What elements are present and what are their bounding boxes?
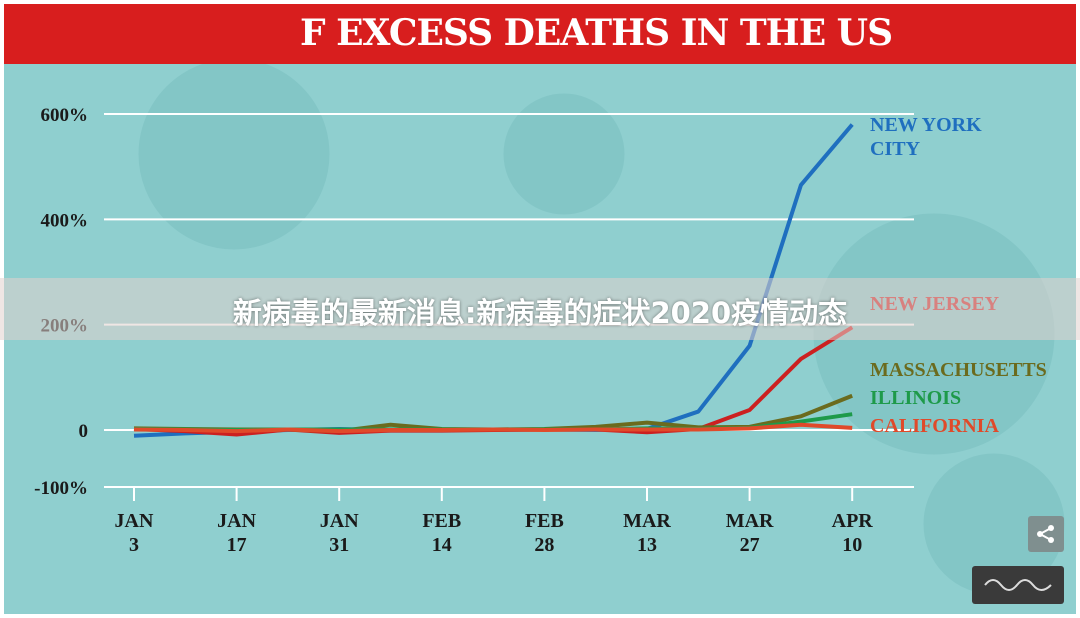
x-tick-label: APR — [832, 510, 874, 532]
series-lines — [133, 123, 854, 438]
x-tick-label: JAN — [320, 510, 359, 532]
x-tick-label: 10 — [842, 534, 862, 556]
y-tick-label: 0 — [79, 421, 89, 442]
wave-icon — [984, 579, 1052, 591]
header-bar — [4, 4, 1076, 64]
share-icon — [1037, 525, 1054, 543]
share-button[interactable] — [1028, 516, 1064, 552]
series-label: NEW YORK — [870, 114, 982, 136]
x-tick-label: 27 — [740, 534, 760, 556]
audio-button[interactable] — [972, 566, 1064, 604]
headline-banner — [0, 278, 1080, 340]
y-tick-label: 600% — [41, 105, 89, 126]
series-line — [133, 422, 853, 434]
x-tick-label: 31 — [329, 534, 349, 556]
x-tick-label: 28 — [534, 534, 554, 556]
chart-title: F EXCESS DEATHS IN THE US — [300, 12, 893, 54]
y-tick-label: 400% — [41, 210, 89, 231]
series-label: CITY — [870, 138, 921, 160]
series-line — [133, 325, 854, 437]
x-tick-label: MAR — [623, 510, 671, 532]
series-label: MASSACHUSETTS — [870, 359, 1047, 381]
x-tick-label: 17 — [227, 534, 247, 556]
x-tick-label: 3 — [129, 534, 139, 556]
x-tick-label: 14 — [432, 534, 452, 556]
series-labels: NEW YORKCITYNEW JERSEYMASSACHUSETTSILLIN… — [870, 114, 1047, 437]
x-tick-label: FEB — [422, 510, 461, 532]
series-label: CALIFORNIA — [870, 415, 999, 437]
x-tick-label: FEB — [525, 510, 564, 532]
headline-text: 新病毒的最新消息:新病毒的症状2020疫情动态 — [232, 296, 848, 330]
x-tick-label: JAN — [115, 510, 154, 532]
x-tick-label: 13 — [637, 534, 657, 556]
x-tick-label: JAN — [217, 510, 256, 532]
series-label: ILLINOIS — [870, 387, 961, 409]
y-tick-label: -100% — [34, 478, 88, 499]
x-tick-label: MAR — [726, 510, 774, 532]
